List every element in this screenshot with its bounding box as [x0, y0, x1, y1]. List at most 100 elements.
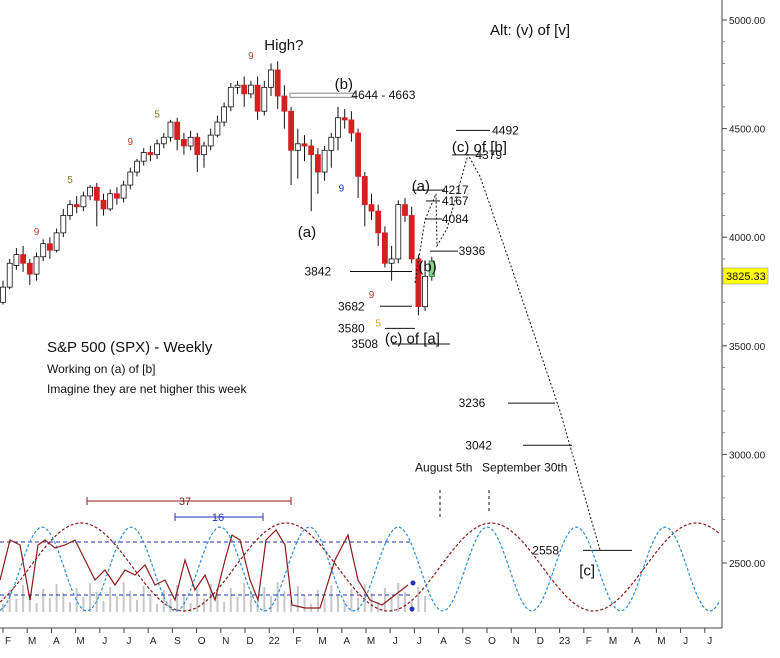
candle-body — [160, 136, 167, 145]
annotation-label: August 5th — [415, 460, 472, 474]
corner-label: Alt: (v) of [v] — [490, 22, 570, 39]
x-axis: F M A M J J A S O N D 22 F M A M J J A S O N D 23 F M A M J J — [2, 628, 712, 647]
candle-body — [274, 69, 281, 97]
candle-body — [67, 204, 73, 216]
current-price-tag — [722, 267, 769, 285]
annotation-label: (c) of [b] — [452, 139, 507, 156]
x-tick-label: M — [367, 636, 375, 647]
x-tick-label: J — [393, 636, 398, 647]
td-count-label: 9 — [34, 227, 40, 238]
candle-body — [6, 262, 13, 288]
candle-body — [348, 119, 355, 134]
annotation-label: High? — [264, 37, 303, 54]
candle-body — [241, 84, 248, 95]
annotation-label: 4167 — [442, 194, 469, 208]
annotation-label: 3682 — [338, 299, 365, 313]
annotation-label: (b) — [335, 76, 353, 93]
candle-body — [294, 143, 301, 151]
x-tick-label: A — [440, 636, 447, 647]
candle-body — [207, 134, 214, 147]
candle-body — [134, 160, 140, 173]
candle-body — [80, 195, 87, 208]
candle-body — [13, 254, 20, 266]
candle-body — [87, 186, 93, 197]
chart-subtitle-2: Imagine they are net higher this week — [47, 382, 247, 396]
candle-body — [301, 143, 308, 147]
y-axis: 5000.00 4500.00 4000.00 3500.00 3000.00 2500.… — [722, 16, 766, 570]
candlestick-series — [0, 61, 435, 316]
chart-title: S&P 500 (SPX) - Weekly — [47, 339, 213, 356]
annotation-label: 4084 — [442, 212, 469, 226]
candle-body — [53, 232, 60, 251]
annotation-label: 4379 — [475, 148, 502, 162]
annotation-label: 3842 — [305, 265, 332, 279]
y-tick-label: 5000.00 — [729, 16, 766, 27]
annotation-label: 3042 — [465, 438, 492, 452]
candle-body — [221, 106, 228, 123]
candle-body — [288, 110, 295, 151]
td-count-label: 5 — [67, 175, 73, 186]
annotation-label: (b) — [418, 259, 436, 276]
annotation-label: [c] — [579, 563, 595, 580]
candle-body — [388, 258, 395, 264]
candle-body — [180, 139, 187, 147]
x-tick-label: M — [76, 636, 84, 647]
candle-body — [33, 256, 40, 275]
x-tick-label: D — [537, 636, 544, 647]
td-count-label: 9 — [248, 51, 254, 62]
candle-body — [201, 145, 207, 156]
y-tick-label: 3500.00 — [729, 342, 766, 353]
x-tick-label: J — [127, 636, 132, 647]
x-tick-label: J — [683, 636, 688, 647]
x-tick-label: F — [5, 636, 11, 647]
candle-body — [100, 199, 107, 210]
chart-subtitle-1: Working on (a) of [b] — [47, 362, 156, 376]
y-tick-label: 3000.00 — [729, 450, 766, 461]
cycle-37-curve — [0, 522, 721, 612]
x-tick-label: A — [343, 636, 350, 647]
annotation-label: 3580 — [338, 321, 365, 335]
candle-body — [0, 286, 6, 303]
oscillator-line — [0, 529, 409, 609]
plot-area — [0, 0, 722, 628]
x-tick-label: 23 — [559, 636, 571, 647]
annotation-label: 3236 — [459, 396, 486, 410]
candle-body — [368, 204, 375, 212]
candle-body — [261, 86, 268, 112]
y-tick-label: 4500.00 — [729, 125, 766, 136]
td-count-label: 5 — [154, 110, 160, 121]
candle-body — [408, 215, 415, 260]
x-tick-label: J — [707, 636, 712, 647]
cycle-oscillator: 37 16 — [0, 496, 721, 612]
x-tick-label: F — [586, 636, 592, 647]
y-tick-label: 4000.00 — [729, 233, 766, 244]
x-tick-label: F — [295, 636, 301, 647]
candle-body — [321, 149, 328, 173]
candle-body — [268, 69, 274, 88]
candle-body — [174, 121, 181, 140]
x-tick-label: A — [634, 636, 641, 647]
annotation-label: September 30th — [482, 460, 567, 474]
candle-body — [361, 175, 368, 206]
x-tick-label: S — [174, 636, 181, 647]
candle-body — [328, 136, 335, 151]
current-price-label: 3825.33 — [726, 271, 766, 283]
td-count-label: 9 — [339, 184, 345, 195]
oscillator-dot — [410, 580, 416, 586]
candle-body — [422, 275, 429, 308]
candle-body — [26, 262, 33, 275]
x-tick-label: N — [222, 636, 229, 647]
annotation-label: 3508 — [351, 337, 378, 351]
annotation-label: 4217 — [442, 183, 469, 197]
candle-body — [375, 210, 382, 234]
candle-body — [355, 132, 362, 177]
candle-body — [247, 84, 254, 95]
cycle-16-label: 16 — [212, 512, 224, 524]
annotation-label: 3936 — [459, 244, 486, 258]
y-tick-label: 2500.00 — [729, 559, 766, 570]
candle-body — [214, 121, 221, 136]
candle-body — [167, 121, 174, 138]
candle-body — [40, 243, 47, 258]
x-tick-label: O — [488, 636, 496, 647]
candle-body — [60, 215, 67, 234]
